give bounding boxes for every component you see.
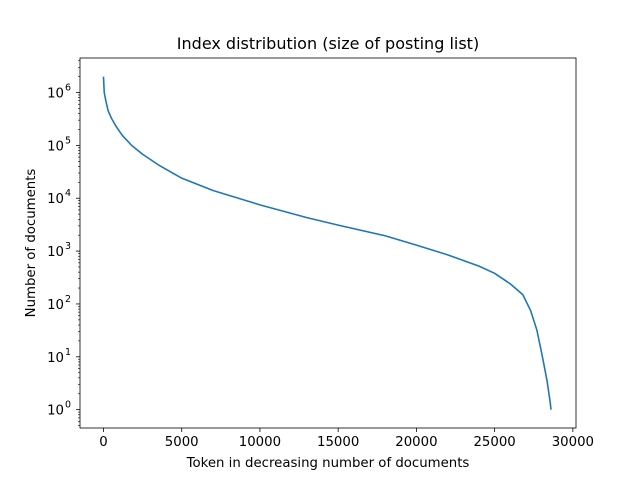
y-axis-label: Number of documents [24, 169, 39, 318]
y-tick-exponent: 5 [65, 135, 71, 146]
y-tick-exponent: 1 [65, 347, 71, 358]
series-line [102, 76, 552, 410]
plot-frame [79, 57, 577, 429]
x-axis-label: Token in decreasing number of documents [186, 456, 470, 471]
x-tick-label: 25000 [473, 435, 515, 450]
x-tick-label: 20000 [395, 435, 437, 450]
y-tick-label: 10 [47, 87, 64, 102]
y-tick-label: 10 [47, 404, 64, 419]
x-tick-label: 5000 [165, 435, 199, 450]
y-tick-exponent: 0 [65, 400, 71, 411]
y-tick-label: 10 [47, 245, 64, 260]
y-tick-label: 10 [47, 192, 64, 207]
y-tick-exponent: 3 [65, 241, 71, 252]
x-tick-label: 10000 [239, 435, 281, 450]
x-tick-label: 30000 [552, 435, 594, 450]
y-tick-exponent: 4 [65, 188, 71, 199]
y-tick-label: 10 [47, 351, 64, 366]
x-tick-label: 0 [99, 435, 107, 450]
chart-title: Index distribution (size of posting list… [177, 34, 479, 53]
y-tick-exponent: 2 [65, 294, 71, 305]
x-tick-label: 15000 [317, 435, 359, 450]
x-axis: 0 5000 10000 15000 20000 25000 30000 [99, 428, 594, 450]
y-tick-exponent: 6 [65, 83, 71, 94]
y-tick-label: 10 [47, 139, 64, 154]
y-tick-label: 10 [47, 298, 64, 313]
